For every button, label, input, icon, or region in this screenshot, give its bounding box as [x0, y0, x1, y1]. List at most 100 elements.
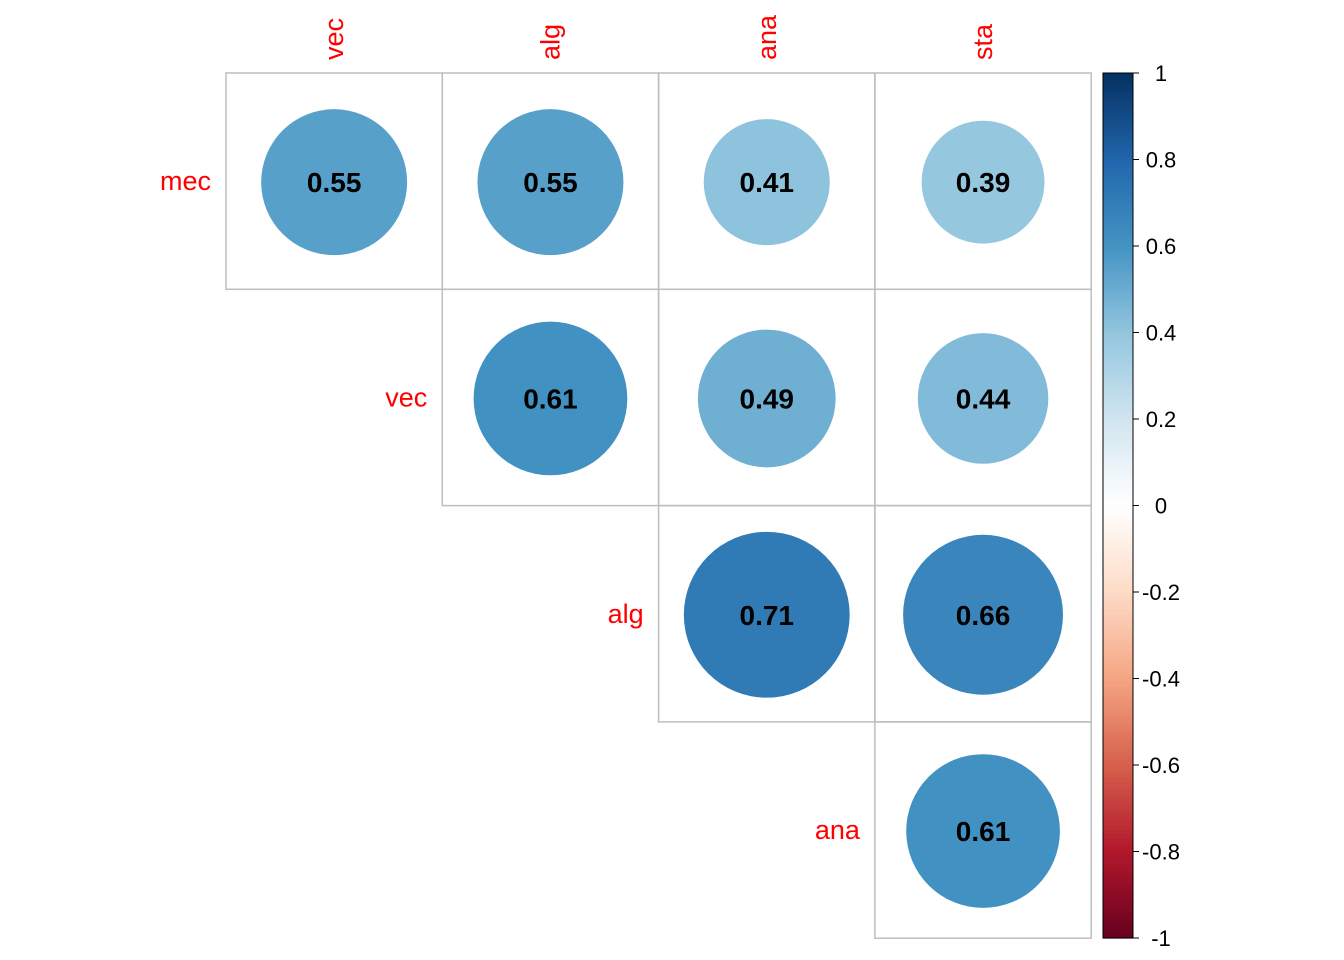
colorbar-segment — [1103, 410, 1133, 416]
colorbar-tick-label: 0.8 — [1146, 148, 1177, 173]
colorbar-segment — [1103, 829, 1133, 835]
colorbar-segment — [1103, 380, 1133, 385]
colorbar-segment — [1103, 734, 1133, 740]
colorbar-segment — [1103, 142, 1133, 148]
colorbar-segment — [1103, 246, 1133, 251]
colorbar-segment — [1103, 397, 1133, 403]
colorbar-segment — [1103, 907, 1133, 913]
colorbar-segment — [1103, 864, 1133, 870]
colorbar-segment — [1103, 315, 1133, 321]
colorbar-segment — [1103, 799, 1133, 805]
colorbar-segment — [1103, 289, 1133, 295]
colorbar-segment — [1103, 258, 1133, 264]
colorbar-segment — [1103, 574, 1133, 580]
colorbar-segment — [1103, 713, 1133, 719]
correlation-circle — [261, 109, 408, 256]
colorbar-segment — [1103, 674, 1133, 680]
correlation-circle — [683, 531, 850, 698]
colorbar-segment — [1103, 790, 1133, 796]
colorbar-segment — [1103, 596, 1133, 602]
colorbar-segment — [1103, 678, 1133, 684]
correlation-circle — [473, 321, 628, 476]
colorbar-segment — [1103, 401, 1133, 407]
colorbar-segment — [1103, 284, 1133, 290]
colorbar-segment — [1103, 873, 1133, 879]
colorbar-tick-label: 0.6 — [1146, 234, 1177, 259]
colorbar-segment — [1103, 263, 1133, 269]
correlation-value: 0.55 — [307, 167, 362, 198]
colorbar-segment — [1103, 237, 1133, 243]
colorbar-segment — [1103, 765, 1133, 770]
row-label: ana — [815, 815, 861, 845]
colorbar-segment — [1103, 293, 1133, 299]
colorbar-segment — [1103, 120, 1133, 126]
colorbar-segment — [1103, 656, 1133, 662]
colorbar-segment — [1103, 124, 1133, 130]
colorbar-segment — [1103, 168, 1133, 174]
correlation-value: 0.61 — [523, 383, 578, 414]
correlation-circle — [917, 333, 1049, 464]
colorbar-segment — [1103, 925, 1133, 930]
colorbar-segment — [1103, 98, 1133, 104]
colorbar-segment — [1103, 648, 1133, 654]
colorbar-segment — [1103, 254, 1133, 260]
colorbar-segment — [1103, 483, 1133, 489]
colorbar-segment — [1103, 103, 1133, 109]
colorbar-segment — [1103, 116, 1133, 122]
colorbar-segment — [1103, 700, 1133, 706]
correlation-value: 0.41 — [740, 167, 795, 198]
colorbar-tick-label: -0.6 — [1142, 753, 1180, 778]
colorbar-segment — [1103, 890, 1133, 896]
colorbar-segment — [1103, 323, 1133, 329]
colorbar-segment — [1103, 271, 1133, 277]
colorbar-segment — [1103, 94, 1133, 100]
colorbar-segment — [1103, 933, 1133, 939]
correlation-value: 0.66 — [956, 600, 1011, 631]
colorbar-segment — [1103, 518, 1133, 524]
colorbar-segment — [1103, 851, 1133, 857]
colorbar-segment — [1103, 756, 1133, 762]
colorbar-segment — [1103, 155, 1133, 161]
colorbar-segment — [1103, 777, 1133, 783]
colorbar-segment — [1103, 721, 1133, 727]
colorbar-segment — [1103, 825, 1133, 831]
colorbar-segment — [1103, 194, 1133, 200]
colorbar-segment — [1103, 198, 1133, 204]
colorbar-segment — [1103, 704, 1133, 710]
column-label: alg — [535, 24, 565, 60]
colorbar-segment — [1103, 306, 1133, 312]
colorbar-segment — [1103, 367, 1133, 373]
colorbar-segment — [1103, 903, 1133, 909]
colorbar-segment — [1103, 916, 1133, 922]
colorbar-segment — [1103, 414, 1133, 420]
colorbar-segment — [1103, 821, 1133, 827]
colorbar-segment — [1103, 73, 1133, 78]
colorbar-segment — [1103, 509, 1133, 515]
colorbar-segment — [1103, 544, 1133, 550]
correlation-value: 0.61 — [956, 816, 1011, 847]
colorbar-segment — [1103, 553, 1133, 558]
colorbar-segment — [1103, 834, 1133, 840]
colorbar-segment — [1103, 760, 1133, 766]
correlation-circle — [906, 754, 1060, 908]
colorbar-segment — [1103, 466, 1133, 472]
colorbar-segment — [1103, 695, 1133, 701]
colorbar-segment — [1103, 462, 1133, 468]
colorbar-segment — [1103, 319, 1133, 325]
colorbar-segment — [1103, 211, 1133, 217]
colorbar-segment — [1103, 488, 1133, 494]
correlation-circle — [477, 109, 624, 256]
colorbar-segment — [1103, 816, 1133, 822]
colorbar-segment — [1103, 557, 1133, 563]
colorbar-tick-label: -0.8 — [1142, 840, 1180, 865]
colorbar-segment — [1103, 652, 1133, 658]
colorbar-segment — [1103, 535, 1133, 541]
colorbar-segment — [1103, 561, 1133, 567]
correlation-circle — [703, 119, 830, 246]
colorbar-segment — [1103, 81, 1133, 87]
colorbar-segment — [1103, 635, 1133, 641]
colorbar-segment — [1103, 90, 1133, 96]
colorbar-segment — [1103, 769, 1133, 775]
colorbar-segment — [1103, 475, 1133, 481]
